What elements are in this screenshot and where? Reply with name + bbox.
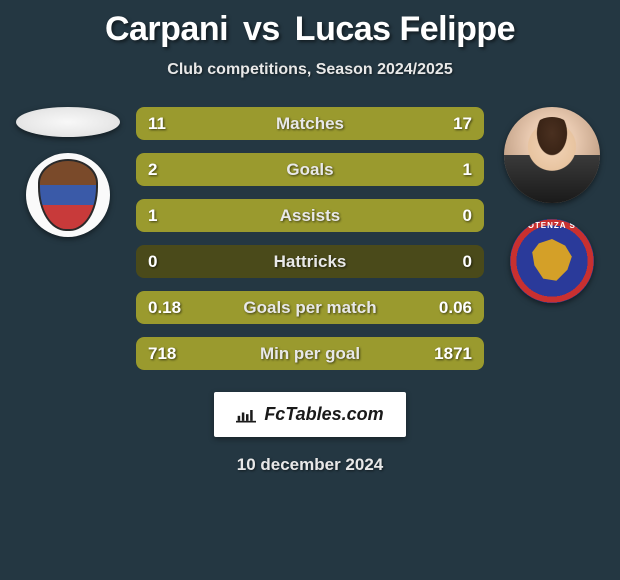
stat-label: Matches: [136, 114, 484, 134]
stat-row: 7181871Min per goal: [136, 337, 484, 370]
potenza-lion-icon: [530, 239, 574, 283]
catania-shield-icon: [38, 159, 98, 231]
site-attribution: FcTables.com: [214, 392, 405, 437]
player1-name: Carpani: [105, 10, 228, 48]
stat-row: 21Goals: [136, 153, 484, 186]
player2-name: Lucas Felippe: [295, 10, 515, 48]
left-column: [18, 107, 118, 237]
player1-photo: [16, 107, 120, 137]
player2-team-badge: POTENZA SC: [510, 219, 594, 303]
stat-row: 0.180.06Goals per match: [136, 291, 484, 324]
stat-label: Goals: [136, 160, 484, 180]
subtitle: Club competitions, Season 2024/2025: [167, 61, 452, 79]
stat-label: Goals per match: [136, 298, 484, 318]
player2-photo: [504, 107, 600, 203]
stat-row: 1117Matches: [136, 107, 484, 140]
stat-label: Assists: [136, 206, 484, 226]
chart-icon: [236, 407, 256, 423]
player1-team-badge: [26, 153, 110, 237]
potenza-ring-text: POTENZA SC: [510, 221, 594, 230]
vs-separator: vs: [243, 10, 280, 48]
stat-row: 10Assists: [136, 199, 484, 232]
stat-label: Hattricks: [136, 252, 484, 272]
main-row: 1117Matches 21Goals 10Assists 00Hattricks 0.…: [0, 107, 620, 370]
site-name: FcTables.com: [264, 404, 383, 425]
stats-column: 1117Matches 21Goals 10Assists 00Hattricks 0.…: [136, 107, 484, 370]
stat-label: Min per goal: [136, 344, 484, 364]
footer-date: 10 december 2024: [237, 455, 384, 475]
comparison-card: Carpani vs Lucas Felippe Club competitio…: [0, 0, 620, 475]
right-column: POTENZA SC: [502, 107, 602, 303]
page-title: Carpani vs Lucas Felippe: [105, 10, 515, 49]
stat-row: 00Hattricks: [136, 245, 484, 278]
